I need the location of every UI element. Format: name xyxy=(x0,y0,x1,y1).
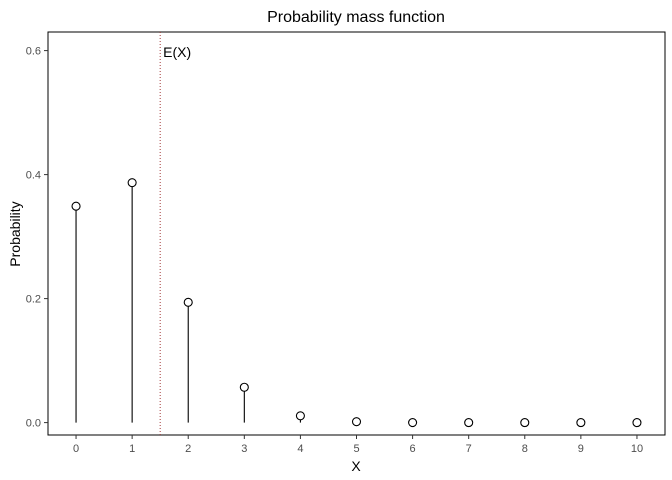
x-tick-label: 7 xyxy=(466,443,472,455)
x-tick-label: 3 xyxy=(241,443,247,455)
x-tick-label: 9 xyxy=(578,443,584,455)
point-x-0 xyxy=(71,201,81,211)
x-tick-label: 8 xyxy=(522,443,528,455)
x-tick-label: 5 xyxy=(353,443,359,455)
x-tick-label: 6 xyxy=(410,443,416,455)
x-axis-label: X xyxy=(351,458,361,474)
x-axis: 0 1 2 3 4 5 6 7 8 9 10 xyxy=(73,435,643,455)
x-tick-label: 4 xyxy=(297,443,303,455)
point-x-5 xyxy=(351,417,362,427)
plot-panel xyxy=(47,31,666,436)
x-tick-label: 0 xyxy=(73,443,79,455)
y-axis-label: Probability xyxy=(7,201,23,266)
point-x-6 xyxy=(408,417,418,428)
x-tick-label: 2 xyxy=(185,443,191,455)
point-x-3 xyxy=(239,382,249,392)
y-tick-label: 0.2 xyxy=(26,294,41,306)
chart-title: Probability mass function xyxy=(267,9,445,26)
x-tick-label: 10 xyxy=(631,443,643,455)
point-x-8 xyxy=(520,418,530,428)
annotation-layer: E(X) xyxy=(159,32,191,435)
point-x-4 xyxy=(295,411,305,421)
x-tick-label: 1 xyxy=(129,443,135,455)
point-x-10 xyxy=(632,418,642,428)
y-tick-label: 0.6 xyxy=(26,46,41,58)
y-tick-label: 0.4 xyxy=(26,170,41,182)
expected-value-label: E(X) xyxy=(163,44,191,60)
y-axis: 0.0 0.2 0.4 0.6 xyxy=(26,46,48,430)
point-x-2 xyxy=(183,297,193,307)
point-x-7 xyxy=(464,418,474,428)
point-x-1 xyxy=(127,178,137,188)
point-x-9 xyxy=(576,418,586,428)
y-tick-label: 0.0 xyxy=(26,418,41,430)
points xyxy=(71,178,642,428)
